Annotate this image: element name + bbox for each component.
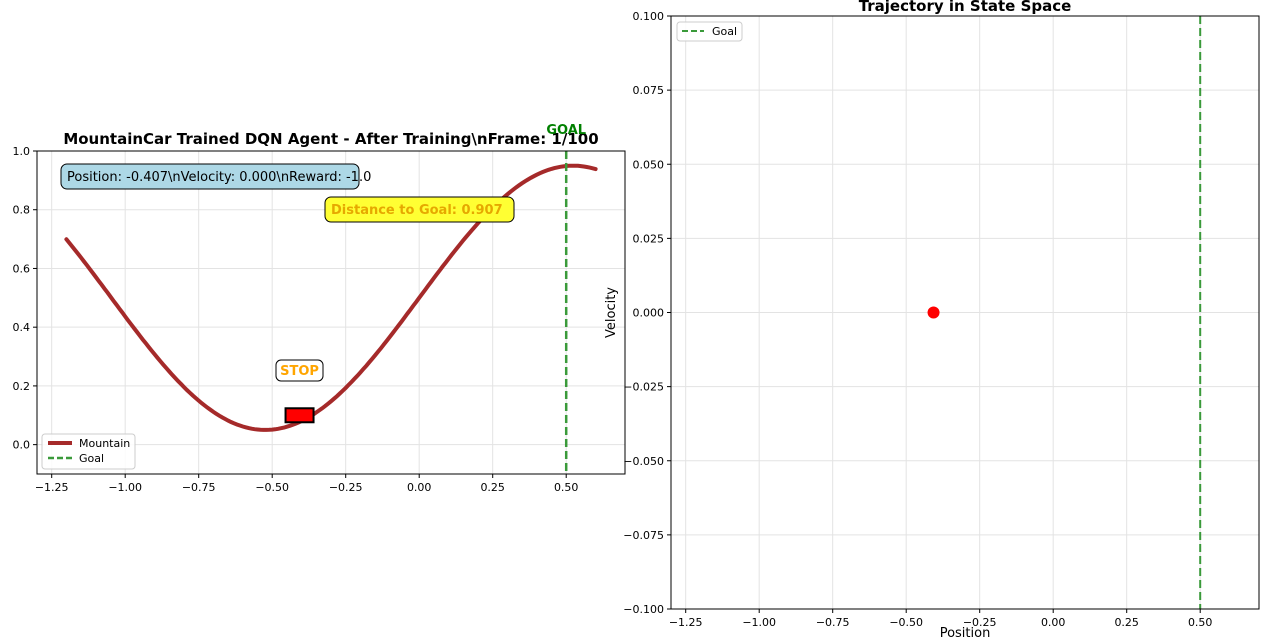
r-xtick-label: 0.25 — [1114, 616, 1139, 629]
action-text: STOP — [280, 364, 319, 379]
legend-mountain-label: Mountain — [79, 437, 130, 450]
r-ytick-label: −0.050 — [623, 455, 664, 468]
r-ytick-label: 0.025 — [633, 232, 665, 245]
goal-label: GOAL — [546, 123, 586, 138]
right-grid — [671, 15, 1259, 610]
right-x-axis-label: Position — [940, 626, 991, 640]
distance-text: Distance to Goal: 0.907 — [331, 203, 503, 218]
l-xtick-label: −0.25 — [329, 481, 363, 494]
info-box: Position: -0.407\nVelocity: 0.000\nRewar… — [60, 163, 371, 190]
r-xtick-label: 0.50 — [1188, 616, 1213, 629]
car-marker — [284, 407, 315, 424]
left-axes-frame — [36, 150, 626, 475]
right-y-ticks: −0.100 −0.075 −0.050 −0.025 0.000 0.025 0.050 0… — [623, 10, 671, 616]
r-xtick-label: −1.25 — [669, 616, 703, 629]
left-y-ticks: 0.0 0.2 0.4 0.6 0.8 1.0 — [13, 145, 37, 452]
l-xtick-label: 0.25 — [480, 481, 505, 494]
legend-right-goal-label: Goal — [712, 25, 737, 38]
r-xtick-label: −1.00 — [742, 616, 776, 629]
l-ytick-label: 0.8 — [13, 204, 31, 217]
r-ytick-label: 0.075 — [633, 84, 665, 97]
r-ytick-label: 0.100 — [633, 10, 665, 23]
right-chart-title: Trajectory in State Space — [859, 0, 1072, 15]
l-xtick-label: −0.50 — [255, 481, 289, 494]
info-text: Position: -0.407\nVelocity: 0.000\nRewar… — [67, 170, 371, 185]
mountain-car-chart: −1.25 −1.00 −0.75 −0.50 −0.25 0.00 0.25 0.50 0.… — [13, 123, 626, 494]
l-ytick-label: 0.4 — [13, 321, 31, 334]
l-xtick-label: 0.00 — [407, 481, 432, 494]
l-ytick-label: 0.6 — [13, 262, 31, 275]
trajectory-chart: −1.25 −1.00 −0.75 −0.50 −0.25 0.00 0.25 0.50 −0… — [604, 0, 1260, 640]
l-ytick-label: 0.0 — [13, 439, 31, 452]
r-ytick-label: 0.000 — [633, 307, 665, 320]
l-xtick-label: −1.00 — [108, 481, 142, 494]
r-xtick-label: 0.00 — [1041, 616, 1066, 629]
right-y-axis-label: Velocity — [604, 287, 619, 338]
l-ytick-label: 1.0 — [13, 145, 31, 158]
left-chart-title: MountainCar Trained DQN Agent - After Tr… — [63, 130, 598, 148]
r-ytick-label: 0.050 — [633, 158, 665, 171]
r-ytick-label: −0.025 — [623, 381, 664, 394]
r-ytick-label: −0.075 — [623, 529, 664, 542]
l-xtick-label: −0.75 — [182, 481, 216, 494]
r-ytick-label: −0.100 — [623, 603, 664, 616]
l-xtick-label: 0.50 — [554, 481, 579, 494]
distance-box: Distance to Goal: 0.907 — [324, 196, 515, 223]
r-xtick-label: −0.25 — [963, 616, 997, 629]
legend-goal-label: Goal — [79, 452, 104, 465]
l-xtick-label: −1.25 — [35, 481, 69, 494]
action-box: STOP — [275, 359, 324, 382]
left-x-ticks: −1.25 −1.00 −0.75 −0.50 −0.25 0.00 0.25 0.50 — [35, 474, 579, 494]
mountain-curve — [64, 163, 598, 432]
left-legend: Mountain Goal — [41, 433, 136, 470]
right-x-ticks: −1.25 −1.00 −0.75 −0.50 −0.25 0.00 0.25 0.50 — [669, 609, 1213, 629]
trajectory-point — [927, 306, 940, 319]
right-legend: Goal — [676, 21, 743, 42]
r-xtick-label: −0.50 — [889, 616, 923, 629]
r-xtick-label: −0.75 — [816, 616, 850, 629]
l-ytick-label: 0.2 — [13, 380, 31, 393]
